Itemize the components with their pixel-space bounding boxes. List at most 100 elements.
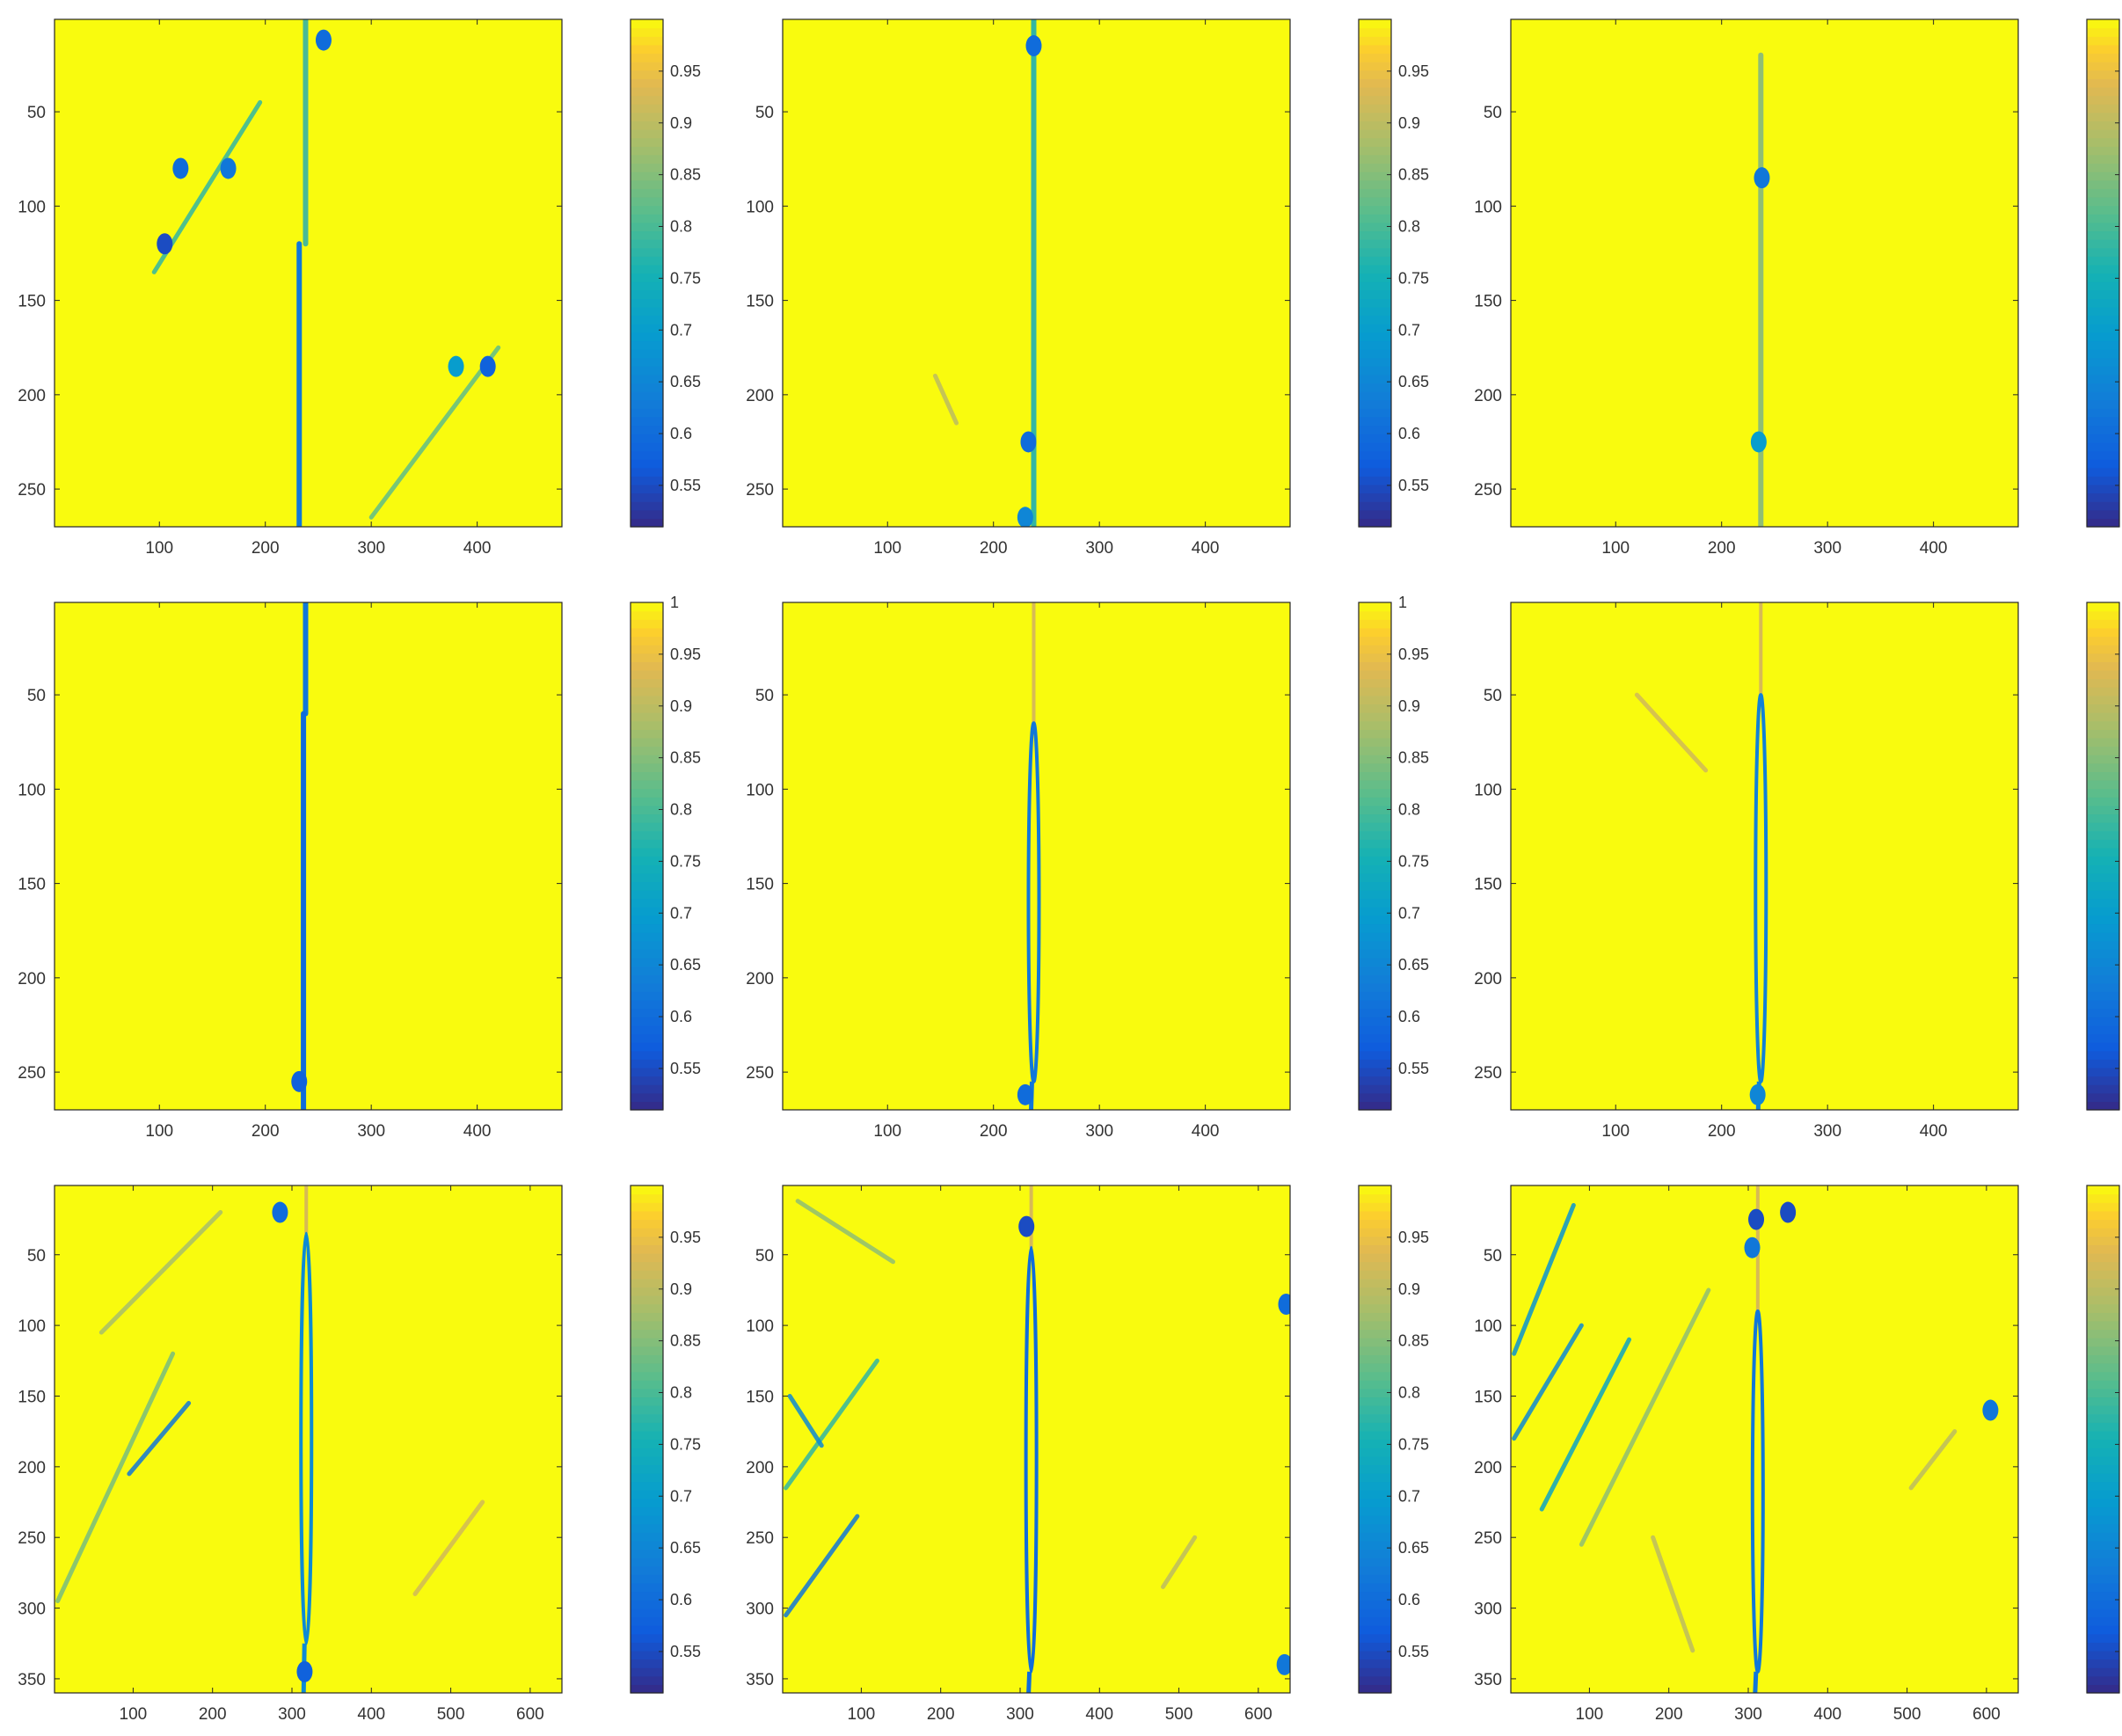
colorbar-segment: [2087, 1439, 2119, 1448]
streak-feature: [412, 1499, 485, 1596]
colorbar-segment: [1359, 1633, 1391, 1643]
colorbar-segment: [631, 340, 663, 350]
colorbar-segment: [1359, 678, 1391, 688]
colorbar-segment: [2087, 120, 2119, 130]
colorbar-segment: [1359, 1430, 1391, 1441]
streak-feature: [55, 1351, 176, 1604]
colorbar-segment: [1359, 1362, 1391, 1373]
x-tick-label: 600: [516, 1705, 544, 1724]
colorbar-segment: [1359, 1667, 1391, 1677]
colorbar-segment: [1359, 179, 1391, 189]
y-tick-label: 100: [18, 198, 46, 216]
colorbar-segment: [2087, 1498, 2119, 1508]
colorbar-segment: [631, 1591, 663, 1601]
colorbar-segment: [631, 399, 663, 409]
colorbar-segment: [1359, 214, 1391, 223]
colorbar-segment: [2087, 645, 2119, 654]
colorbar-segment: [2087, 476, 2119, 485]
blob-feature: [1017, 507, 1033, 527]
colorbar-frame: [630, 602, 664, 1111]
colorbar-segment: [631, 298, 663, 308]
colorbar-segment: [2087, 78, 2119, 88]
colorbar-segment: [2087, 1397, 2119, 1406]
colorbar-tick-label: 0.55: [670, 477, 701, 494]
colorbar-segment: [1359, 1405, 1391, 1415]
colorbar-tick-label: 0.8: [1398, 1384, 1420, 1402]
colorbar-segment: [2087, 636, 2119, 646]
plot-frame: [782, 602, 1291, 1111]
colorbar-segment: [1359, 1557, 1391, 1567]
colorbar-segment: [631, 476, 663, 485]
x-tick-label: 400: [1085, 1705, 1113, 1724]
colorbar-segment: [631, 69, 663, 79]
colorbar-segment: [631, 1193, 663, 1203]
colorbar-segment: [1359, 19, 1391, 29]
colorbar-segment: [2087, 264, 2119, 274]
colorbar-segment: [2087, 712, 2119, 722]
colorbar-segment: [631, 104, 663, 113]
colorbar-segment: [631, 366, 663, 376]
y-tick-label: 100: [746, 198, 774, 216]
colorbar-segment: [2087, 509, 2119, 519]
colorbar-segment: [2087, 1667, 2119, 1677]
colorbar-segment: [2087, 146, 2119, 156]
colorbar-segment: [631, 636, 663, 646]
colorbar-segment: [2087, 1042, 2119, 1052]
colorbar-segment: [631, 1540, 663, 1550]
colorbar-segment: [631, 19, 663, 29]
colorbar-segment: [1359, 1185, 1391, 1195]
colorbar-segment: [2087, 137, 2119, 147]
streak-feature: [368, 345, 501, 520]
colorbar-segment: [1359, 146, 1391, 156]
colorbar-segment: [2087, 273, 2119, 282]
y-tick-label: 350: [746, 1671, 774, 1689]
colorbar-segment: [2087, 729, 2119, 739]
y-tick-label: 300: [1474, 1601, 1502, 1619]
colorbar-tick-label: 0.95: [670, 1229, 701, 1246]
colorbar-segment: [1359, 1422, 1391, 1432]
x-tick-label: 100: [873, 1122, 901, 1141]
colorbar-segment: [2087, 205, 2119, 215]
colorbar-segment: [631, 1008, 663, 1018]
colorbar-segment: [1359, 661, 1391, 671]
colorbar-segment: [631, 1092, 663, 1102]
streak-feature: [787, 1393, 824, 1448]
colorbar-segment: [631, 120, 663, 130]
colorbar-segment: [631, 349, 663, 359]
colorbar-segment: [631, 695, 663, 704]
colorbar-segment: [1359, 1642, 1391, 1652]
colorbar-segment: [2087, 1270, 2119, 1280]
colorbar-segment: [1359, 704, 1391, 713]
colorbar-segment: [1359, 230, 1391, 240]
colorbar-segment: [631, 518, 663, 528]
colorbar-segment: [631, 1202, 663, 1212]
colorbar-segment: [2087, 974, 2119, 984]
streak-feature: [127, 1401, 192, 1477]
heatmap-panel-8: 100 200 300 400 500 600 50 100 150 200 250 300 350 0.…: [746, 1185, 1429, 1724]
colorbar-segment: [2087, 450, 2119, 460]
colorbar-segment: [631, 1388, 663, 1398]
x-tick-label: 400: [1192, 539, 1220, 558]
colorbar-segment: [1359, 1202, 1391, 1212]
heatmap-background: [55, 602, 562, 1110]
y-tick-label: 250: [18, 481, 46, 500]
seam-loop: [1024, 1245, 1039, 1674]
colorbar-segment: [1359, 1101, 1391, 1111]
colorbar-segment: [631, 1252, 663, 1263]
colorbar-tick-label: 0.85: [670, 749, 701, 767]
colorbar-tick-label: 0.6: [670, 425, 692, 442]
blob-feature: [1744, 1236, 1761, 1258]
heatmap-features: [1634, 602, 1768, 1110]
colorbar-segment: [2087, 1362, 2119, 1373]
colorbar-segment: [631, 1033, 663, 1043]
colorbar-segment: [631, 712, 663, 722]
colorbar-segment: [631, 915, 663, 925]
colorbar-segment: [2087, 1278, 2119, 1287]
colorbar-segment: [631, 1650, 663, 1660]
colorbar-segment: [1359, 27, 1391, 37]
x-tick-label: 200: [980, 1122, 1008, 1141]
colorbar-segment: [631, 383, 663, 392]
colorbar-segment: [2087, 1532, 2119, 1542]
streak-feature: [1634, 692, 1709, 773]
streak-feature: [1539, 1337, 1632, 1512]
